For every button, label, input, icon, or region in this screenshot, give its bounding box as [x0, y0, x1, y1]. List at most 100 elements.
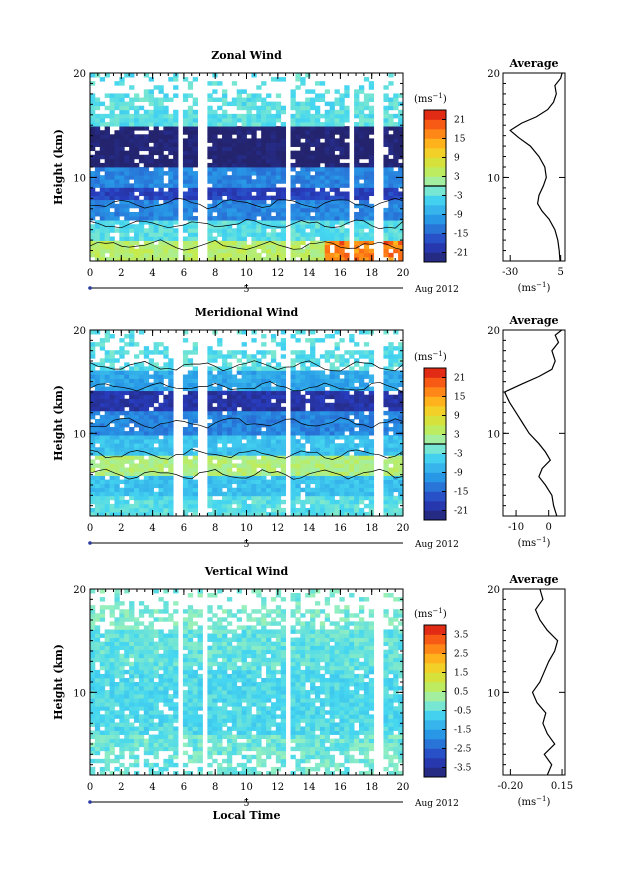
heatmap-cell [212, 220, 218, 225]
heatmap-cell [349, 455, 355, 460]
heatmap-cell [226, 447, 233, 452]
heatmap-cell [143, 503, 150, 509]
heatmap-cell [295, 431, 301, 436]
heatmap-cell [129, 334, 135, 339]
heatmap-cell [207, 207, 213, 213]
heatmap-cell [129, 117, 135, 123]
heatmap-cell [99, 431, 106, 436]
heatmap-cell [295, 330, 301, 335]
heatmap-cell [339, 244, 345, 250]
heatmap-cell [90, 479, 96, 485]
heatmap-cell [138, 394, 145, 400]
heatmap-cell [114, 402, 120, 408]
heatmap-cell [187, 146, 194, 152]
heatmap-cell [270, 338, 277, 343]
heatmap-cell [109, 714, 115, 719]
heatmap-cell [398, 455, 404, 460]
heatmap-cell [226, 179, 233, 184]
heatmap-cell [280, 427, 287, 432]
heatmap-cell [236, 224, 243, 229]
heatmap-cell [192, 455, 198, 460]
heatmap-cell [222, 382, 228, 388]
heatmap-cell [153, 463, 159, 468]
heatmap-cell [163, 463, 169, 468]
heatmap-cell [187, 463, 194, 468]
heatmap-cell [344, 228, 350, 233]
heatmap-cell [148, 134, 154, 139]
heatmap-cell [94, 706, 101, 711]
heatmap-cell [358, 240, 365, 246]
heatmap-cell [207, 499, 213, 505]
heatmap-cell [104, 179, 110, 184]
heatmap-cell [368, 240, 375, 246]
heatmap-cell [153, 410, 159, 416]
heatmap-cell [212, 503, 218, 509]
heatmap-cell [280, 122, 287, 127]
heatmap-cell [368, 179, 375, 184]
heatmap-cell [212, 89, 218, 94]
heatmap-cell [173, 162, 179, 168]
heatmap-cell [334, 487, 340, 493]
heatmap-cell [339, 414, 345, 420]
heatmap-cell [388, 232, 394, 237]
heatmap-cell [261, 410, 267, 416]
heatmap-cell [99, 374, 106, 379]
heatmap-cell [119, 171, 125, 176]
heatmap-cell [305, 252, 311, 258]
heatmap-cell [99, 605, 106, 610]
heatmap-cell [207, 398, 213, 404]
heatmap-cell [368, 418, 375, 424]
heatmap-cell [398, 354, 404, 359]
x-tick-label: 6 [181, 523, 187, 534]
heatmap-cell [383, 471, 389, 476]
heatmap-cell [94, 491, 101, 497]
heatmap-cell [192, 191, 198, 197]
heatmap-cell [383, 374, 389, 379]
heatmap-cell [339, 220, 345, 225]
heatmap-cell [119, 495, 125, 501]
heatmap-cell [383, 390, 389, 396]
heatmap-cell [182, 406, 189, 412]
heatmap-cell [383, 463, 389, 468]
heatmap-cell [109, 414, 115, 420]
heatmap-cell [99, 150, 106, 156]
heatmap-cell [368, 150, 375, 156]
heatmap-cell [393, 154, 399, 160]
heatmap-cell [305, 451, 311, 456]
heatmap-cell [354, 459, 360, 464]
heatmap-cell [187, 232, 194, 237]
heatmap-cell [143, 122, 150, 127]
heatmap-cell [310, 418, 316, 424]
heatmap-cell [319, 175, 326, 180]
heatmap-cell [163, 126, 169, 131]
heatmap-cell [310, 507, 316, 513]
heatmap-cell [90, 191, 96, 197]
heatmap-cell [295, 248, 301, 254]
heatmap-cell [109, 431, 115, 436]
heatmap-cell [129, 183, 135, 188]
heatmap-cell [354, 220, 360, 225]
heatmap-cell [192, 507, 198, 513]
heatmap-cell [275, 362, 282, 367]
heatmap-cell [344, 447, 350, 452]
heatmap-cell [393, 443, 399, 448]
heatmap-cell [358, 499, 365, 505]
heatmap-cell [290, 224, 296, 229]
heatmap-cell [124, 109, 130, 115]
heatmap-cell [94, 179, 101, 184]
heatmap-cell [124, 386, 130, 392]
heatmap-cell [310, 207, 316, 213]
heatmap-cell [173, 113, 179, 119]
heatmap-cell [354, 431, 360, 436]
heatmap-cell [251, 398, 257, 404]
heatmap-cell [280, 167, 287, 172]
heatmap-cell [363, 113, 370, 119]
heatmap-cell [324, 252, 331, 258]
heatmap-cell [275, 154, 282, 160]
heatmap-cell [124, 507, 130, 513]
heatmap-cell [295, 499, 301, 505]
heatmap-cell [334, 475, 340, 481]
heatmap-cell [212, 463, 218, 468]
heatmap-cell [212, 154, 218, 160]
heatmap-cell [182, 394, 189, 400]
